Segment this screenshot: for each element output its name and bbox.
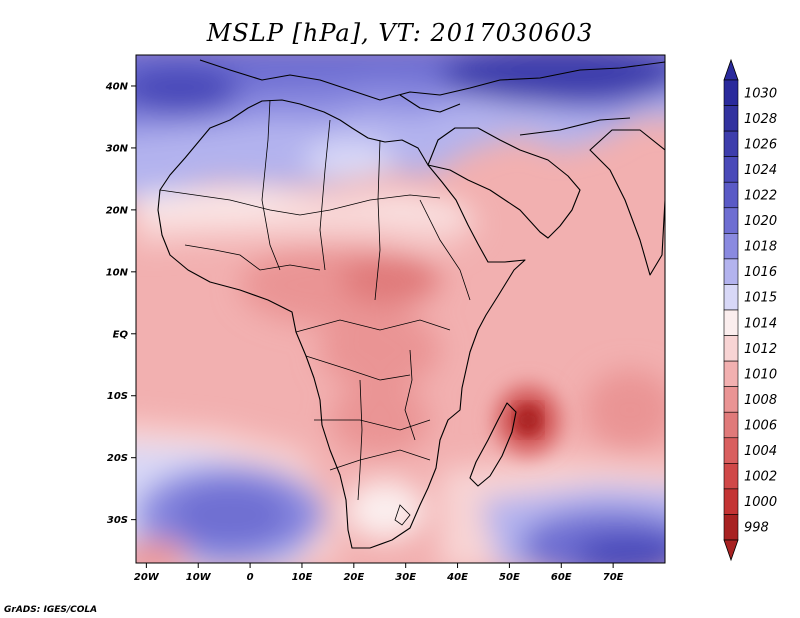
- colorbar-label: 1026: [744, 137, 777, 152]
- lat-tick-label: 20S: [107, 453, 128, 464]
- colorbar-label: 1022: [744, 189, 777, 204]
- lon-tick-label: 10W: [186, 572, 212, 583]
- colorbar-label: 1030: [744, 86, 777, 101]
- colorbar-swatch: [723, 79, 739, 106]
- colorbar-label: 1028: [744, 112, 777, 127]
- colorbar-label: 1015: [744, 291, 777, 306]
- colorbar-swatch: [723, 284, 739, 311]
- lat-tick-label: 30S: [107, 515, 128, 526]
- colorbar-bottom-arrow: [723, 539, 739, 562]
- colorbar-label: 1000: [744, 495, 777, 510]
- longitude-axis: 20W 10W 0 10E 20E 30E 40E 50E 60E 70E: [134, 563, 624, 583]
- colorbar-label: 1024: [744, 163, 777, 178]
- colorbar-swatch: [723, 335, 739, 362]
- india-coastline: [589, 129, 665, 276]
- colorbar-swatch: [723, 514, 739, 541]
- lat-tick-label: EQ: [113, 329, 129, 340]
- colorbar-swatch: [723, 309, 739, 336]
- colorbar-label: 1018: [744, 240, 777, 255]
- colorbar-swatch: [723, 386, 739, 413]
- map-frame: [135, 54, 666, 564]
- colorbar-swatch: [723, 437, 739, 464]
- colorbar-label: 1010: [744, 367, 777, 382]
- colorbar-label: 1004: [744, 444, 777, 459]
- colorbar-swatch: [723, 258, 739, 285]
- lon-tick-label: 20W: [134, 572, 160, 583]
- colorbar-swatch: [723, 130, 739, 157]
- lat-tick-label: 40N: [105, 81, 129, 92]
- lon-tick-label: 20E: [343, 572, 364, 583]
- lon-tick-label: 50E: [499, 572, 520, 583]
- latitude-axis: 40N 30N 20N 10N EQ 10S 20S 30S: [105, 81, 136, 526]
- colorbar-label: 1002: [744, 470, 777, 485]
- colorbar-swatch: [723, 463, 739, 490]
- lon-tick-label: 70E: [603, 572, 624, 583]
- africa-coastline: [157, 99, 526, 549]
- lon-tick-label: 10E: [292, 572, 313, 583]
- colorbar-swatch: [723, 233, 739, 260]
- lon-tick-label: 60E: [551, 572, 572, 583]
- lat-tick-label: 30N: [106, 143, 129, 154]
- colorbar-label: 1012: [744, 342, 777, 357]
- colorbar-label: 1014: [744, 316, 777, 331]
- colorbar-swatch: [723, 411, 739, 439]
- colorbar-swatch: [723, 105, 739, 132]
- colorbar-label: 998: [744, 521, 769, 536]
- europe-coastline: [199, 59, 665, 101]
- colorbar-swatch: [723, 207, 739, 234]
- lat-tick-label: 20N: [106, 205, 129, 216]
- colorbar-label: 1016: [744, 265, 777, 280]
- colorbar-label: 1020: [744, 214, 777, 229]
- lon-tick-label: 0: [247, 572, 254, 583]
- colorbar-legend: 1030 1028 1026 1024 1022 1020 1018 1016 1015 1014…: [723, 58, 777, 562]
- lat-tick-label: 10S: [107, 391, 128, 402]
- coastlines: [157, 59, 665, 549]
- madagascar-coastline: [469, 402, 517, 487]
- colorbar-top-arrow: [723, 58, 739, 81]
- colorbar-label: 1008: [744, 393, 777, 408]
- pressure-field: [136, 55, 665, 563]
- colorbar-swatch: [723, 488, 739, 515]
- lat-tick-label: 10N: [106, 267, 129, 278]
- lon-tick-label: 30E: [395, 572, 416, 583]
- colorbar-label: 1006: [744, 419, 777, 434]
- lon-tick-label: 40E: [446, 572, 468, 583]
- colorbar-swatch: [723, 156, 739, 183]
- map-title: MSLP [hPa], VT: 2017030603: [206, 19, 593, 47]
- colorbar-swatch: [723, 360, 739, 387]
- colorbar-swatch: [723, 181, 739, 209]
- grads-credit: GrADS: IGES/COLA: [4, 605, 97, 615]
- arabia-coastline: [427, 127, 581, 239]
